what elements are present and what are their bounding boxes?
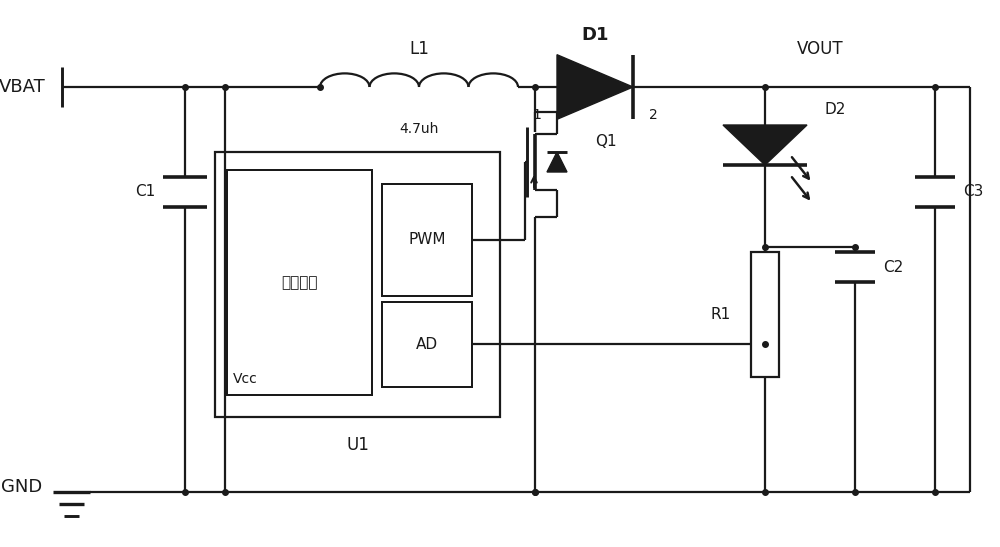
Text: Vcc: Vcc	[233, 372, 258, 386]
Text: VOUT: VOUT	[797, 40, 843, 58]
Polygon shape	[723, 125, 807, 165]
Text: 4.7uh: 4.7uh	[399, 122, 439, 136]
Text: C3: C3	[963, 184, 983, 200]
FancyBboxPatch shape	[382, 183, 472, 296]
Text: GND: GND	[1, 478, 42, 496]
FancyBboxPatch shape	[382, 301, 472, 387]
FancyBboxPatch shape	[227, 170, 372, 395]
Text: C1: C1	[135, 184, 155, 200]
Text: VBAT: VBAT	[0, 78, 46, 96]
Text: R1: R1	[711, 307, 731, 322]
Text: D1: D1	[581, 26, 609, 44]
Text: L1: L1	[409, 40, 429, 58]
Text: C2: C2	[883, 259, 903, 275]
Text: D2: D2	[825, 102, 846, 118]
Text: Q1: Q1	[595, 135, 617, 149]
Text: 控制逻辑: 控制逻辑	[281, 275, 318, 290]
Text: U1: U1	[346, 436, 369, 454]
Polygon shape	[557, 55, 633, 119]
Polygon shape	[547, 152, 567, 172]
Text: AD: AD	[416, 337, 438, 352]
FancyBboxPatch shape	[751, 252, 779, 377]
FancyBboxPatch shape	[215, 152, 500, 417]
Text: 2: 2	[649, 108, 657, 122]
Text: PWM: PWM	[408, 232, 446, 247]
Text: 1: 1	[533, 108, 541, 122]
